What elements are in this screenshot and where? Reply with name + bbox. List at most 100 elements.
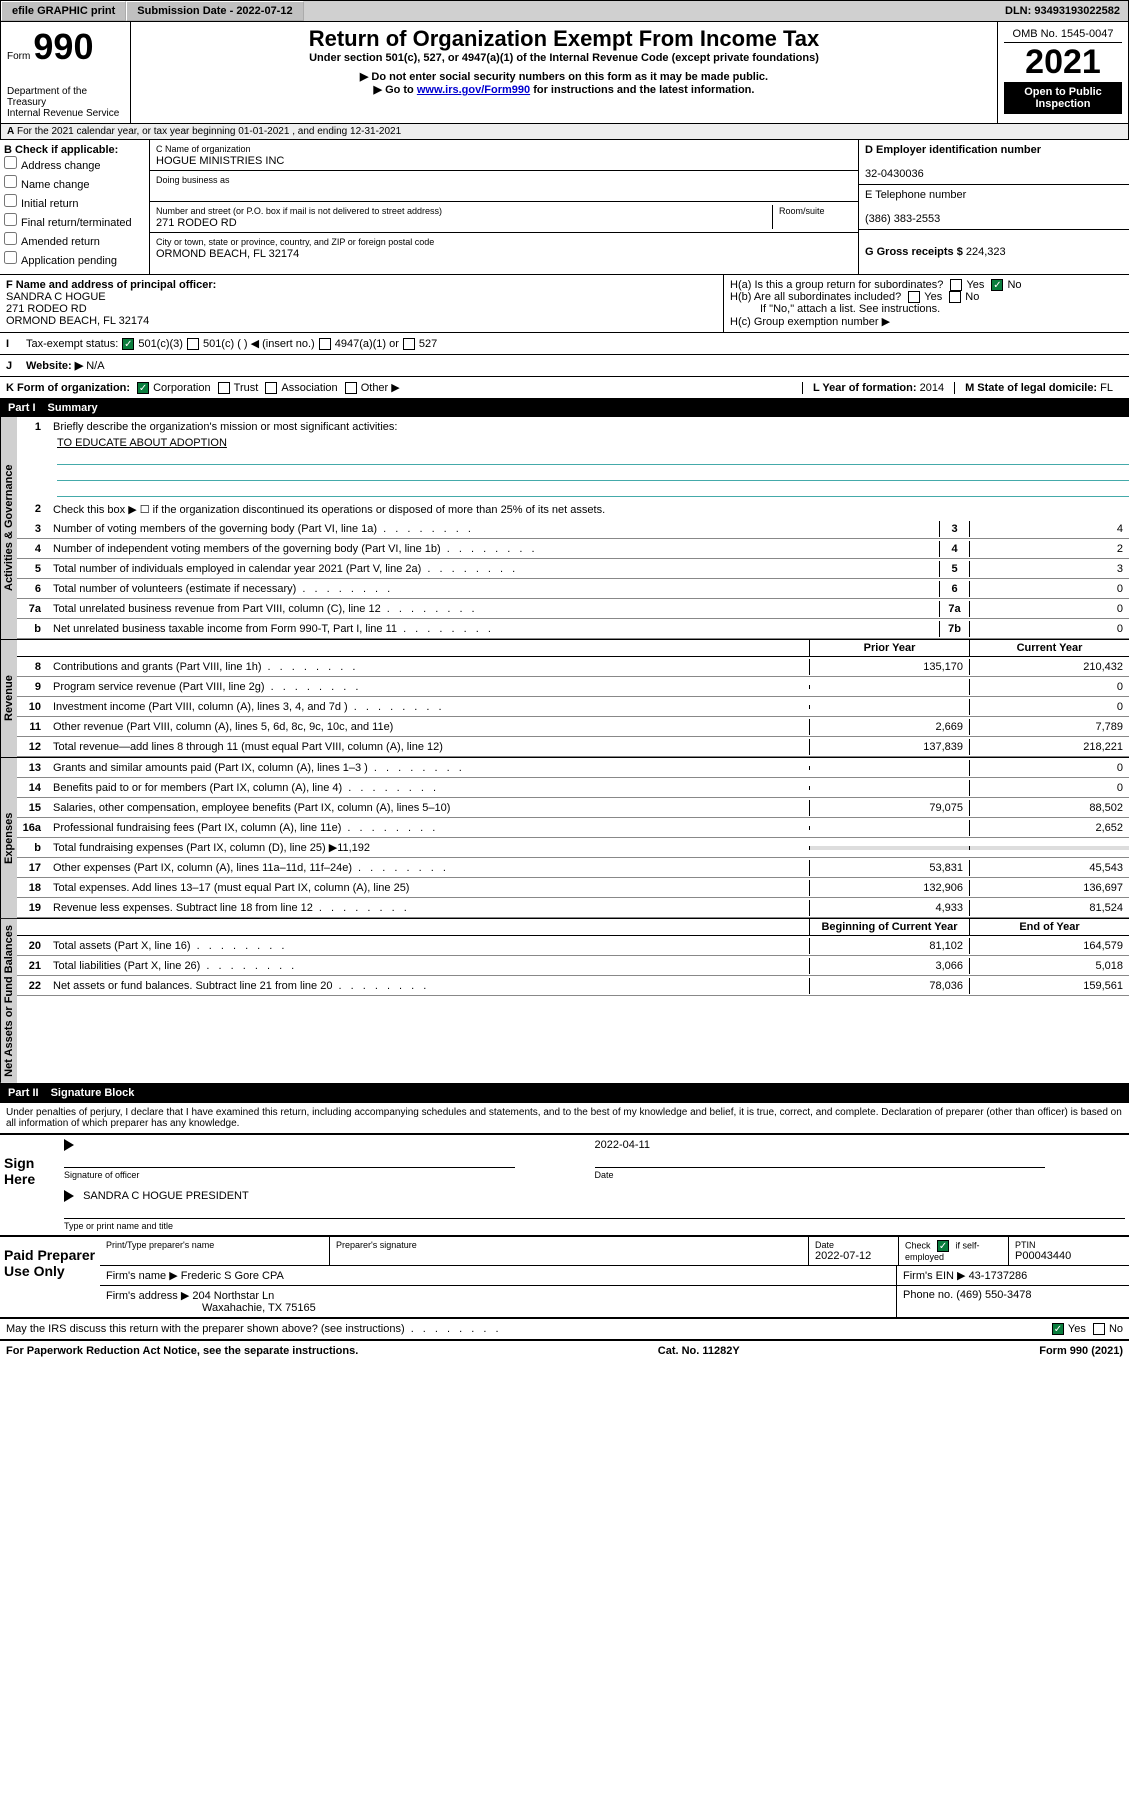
q20: Total assets (Part X, line 16) [49,938,809,954]
q6-text: Total number of volunteers (estimate if … [49,581,939,597]
firm-ein: 43-1737286 [969,1270,1028,1282]
org-name: HOGUE MINISTRIES INC [156,155,284,167]
status-527-checkbox[interactable] [403,338,415,350]
q2-text: Check this box ▶ ☐ if the organization d… [49,501,1129,518]
submission-date-button[interactable]: Submission Date - 2022-07-12 [126,1,303,21]
type-name-label: Type or print name and title [64,1218,1125,1231]
p11: 2,669 [809,719,969,735]
discuss-no-checkbox[interactable] [1093,1323,1105,1335]
korg-other-checkbox[interactable] [345,382,357,394]
hb-yes-checkbox[interactable] [908,291,920,303]
netassets-section: Net Assets or Fund Balances Beginning of… [0,919,1129,1084]
form-subtitle: Under section 501(c), 527, or 4947(a)(1)… [137,52,991,64]
cb-name-change[interactable]: Name change [4,175,145,191]
prep-sig-label: Preparer's signature [336,1240,802,1250]
form-title: Return of Organization Exempt From Incom… [137,26,991,52]
website-row: J Website: ▶ N/A [0,355,1129,377]
officer-typed-name: SANDRA C HOGUE PRESIDENT [83,1190,249,1202]
hc-text: H(c) Group exemption number ▶ [730,315,1123,328]
v7a: 0 [969,601,1129,617]
q22: Net assets or fund balances. Subtract li… [49,978,809,994]
sig-arrow-icon [64,1139,74,1151]
c19: 81,524 [969,900,1129,916]
firm-name: Frederic S Gore CPA [181,1270,284,1282]
status-501c3-checkbox[interactable]: ✓ [122,338,134,350]
topbar-spacer [304,8,997,14]
form-word: Form [7,51,30,62]
q9: Program service revenue (Part VIII, line… [49,679,809,695]
status-527: 527 [419,338,437,350]
ha-no-checkbox[interactable]: ✓ [991,279,1003,291]
cb-amended[interactable]: Amended return [4,232,145,248]
status-4947-checkbox[interactable] [319,338,331,350]
dept-label: Department of the Treasury [7,86,124,108]
firm-phone-label: Phone no. [903,1289,953,1301]
year-formation: 2014 [920,382,944,394]
korg-trust: Trust [234,382,259,394]
firm-phone: (469) 550-3478 [956,1289,1031,1301]
korg-trust-checkbox[interactable] [218,382,230,394]
sig-date-label: Date [595,1167,1046,1180]
open-public-badge: Open to Public Inspection [1004,82,1122,114]
q19: Revenue less expenses. Subtract line 18 … [49,900,809,916]
col-end: End of Year [969,919,1129,935]
cb-address-change[interactable]: Address change [4,156,145,172]
q10: Investment income (Part VIII, column (A)… [49,699,809,715]
officer-addr1: 271 RODEO RD [6,303,87,315]
form-id-cell: Form 990 Department of the Treasury Inte… [1,22,131,123]
phone-label: E Telephone number [865,189,966,201]
discuss-yes-checkbox[interactable]: ✓ [1052,1323,1064,1335]
q18: Total expenses. Add lines 13–17 (must eq… [49,880,809,896]
mission-text: TO EDUCATE ABOUT ADOPTION [57,437,227,449]
preparer-label: Paid Preparer Use Only [0,1237,100,1317]
self-employed-checkbox[interactable]: ✓ [937,1240,949,1252]
tab-revenue: Revenue [0,640,17,757]
room-label: Room/suite [779,206,825,216]
p8: 135,170 [809,659,969,675]
korg-label: K Form of organization: [6,382,130,394]
tax-year: 2021 [1004,43,1122,82]
ein-block: D Employer identification number 32-0430… [859,140,1129,185]
irs-link[interactable]: www.irs.gov/Form990 [417,84,530,96]
box-f: F Name and address of principal officer:… [0,275,724,332]
prep-check-label: Check [905,1241,931,1251]
hb-no-checkbox[interactable] [949,291,961,303]
status-label: Tax-exempt status: [26,338,118,350]
q13: Grants and similar amounts paid (Part IX… [49,760,809,776]
korg-assoc-checkbox[interactable] [265,382,277,394]
ha-yes-checkbox[interactable] [950,279,962,291]
q7a-text: Total unrelated business revenue from Pa… [49,601,939,617]
cb-final-return[interactable]: Final return/terminated [4,213,145,229]
korg-assoc: Association [281,382,337,394]
hb-note: If "No," attach a list. See instructions… [730,303,1123,315]
note-goto: ▶ Go to www.irs.gov/Form990 for instruct… [137,83,991,96]
p15: 79,075 [809,800,969,816]
irs-label: Internal Revenue Service [7,108,124,119]
p16a [809,826,969,830]
officer-h-row: F Name and address of principal officer:… [0,275,1129,333]
q12: Total revenue—add lines 8 through 11 (mu… [49,739,809,755]
part2-tag: Part II [8,1087,39,1099]
q1-text: Briefly describe the organization's miss… [49,419,1129,435]
cb-application-pending[interactable]: Application pending [4,251,145,267]
omb-number: OMB No. 1545-0047 [1004,26,1122,43]
prep-date-value: 2022-07-12 [815,1250,871,1262]
cb-initial-return[interactable]: Initial return [4,194,145,210]
c16a: 2,652 [969,820,1129,836]
status-501c-checkbox[interactable] [187,338,199,350]
tab-expenses: Expenses [0,758,17,918]
goto-post: for instructions and the latest informat… [530,84,754,96]
p14 [809,786,969,790]
city-label: City or town, state or province, country… [156,237,434,247]
status-501c3: 501(c)(3) [138,338,183,350]
city-block: City or town, state or province, country… [150,233,858,263]
discuss-question: May the IRS discuss this return with the… [6,1323,1048,1335]
dln-label: DLN: 93493193022582 [997,2,1128,20]
p17: 53,831 [809,860,969,876]
year-cell: OMB No. 1545-0047 2021 Open to Public In… [998,22,1128,123]
efile-print-button[interactable]: efile GRAPHIC print [1,1,126,21]
part1-header: Part I Summary [0,399,1129,417]
q15: Salaries, other compensation, employee b… [49,800,809,816]
korg-corp-checkbox[interactable]: ✓ [137,382,149,394]
page-footer: For Paperwork Reduction Act Notice, see … [0,1341,1129,1361]
